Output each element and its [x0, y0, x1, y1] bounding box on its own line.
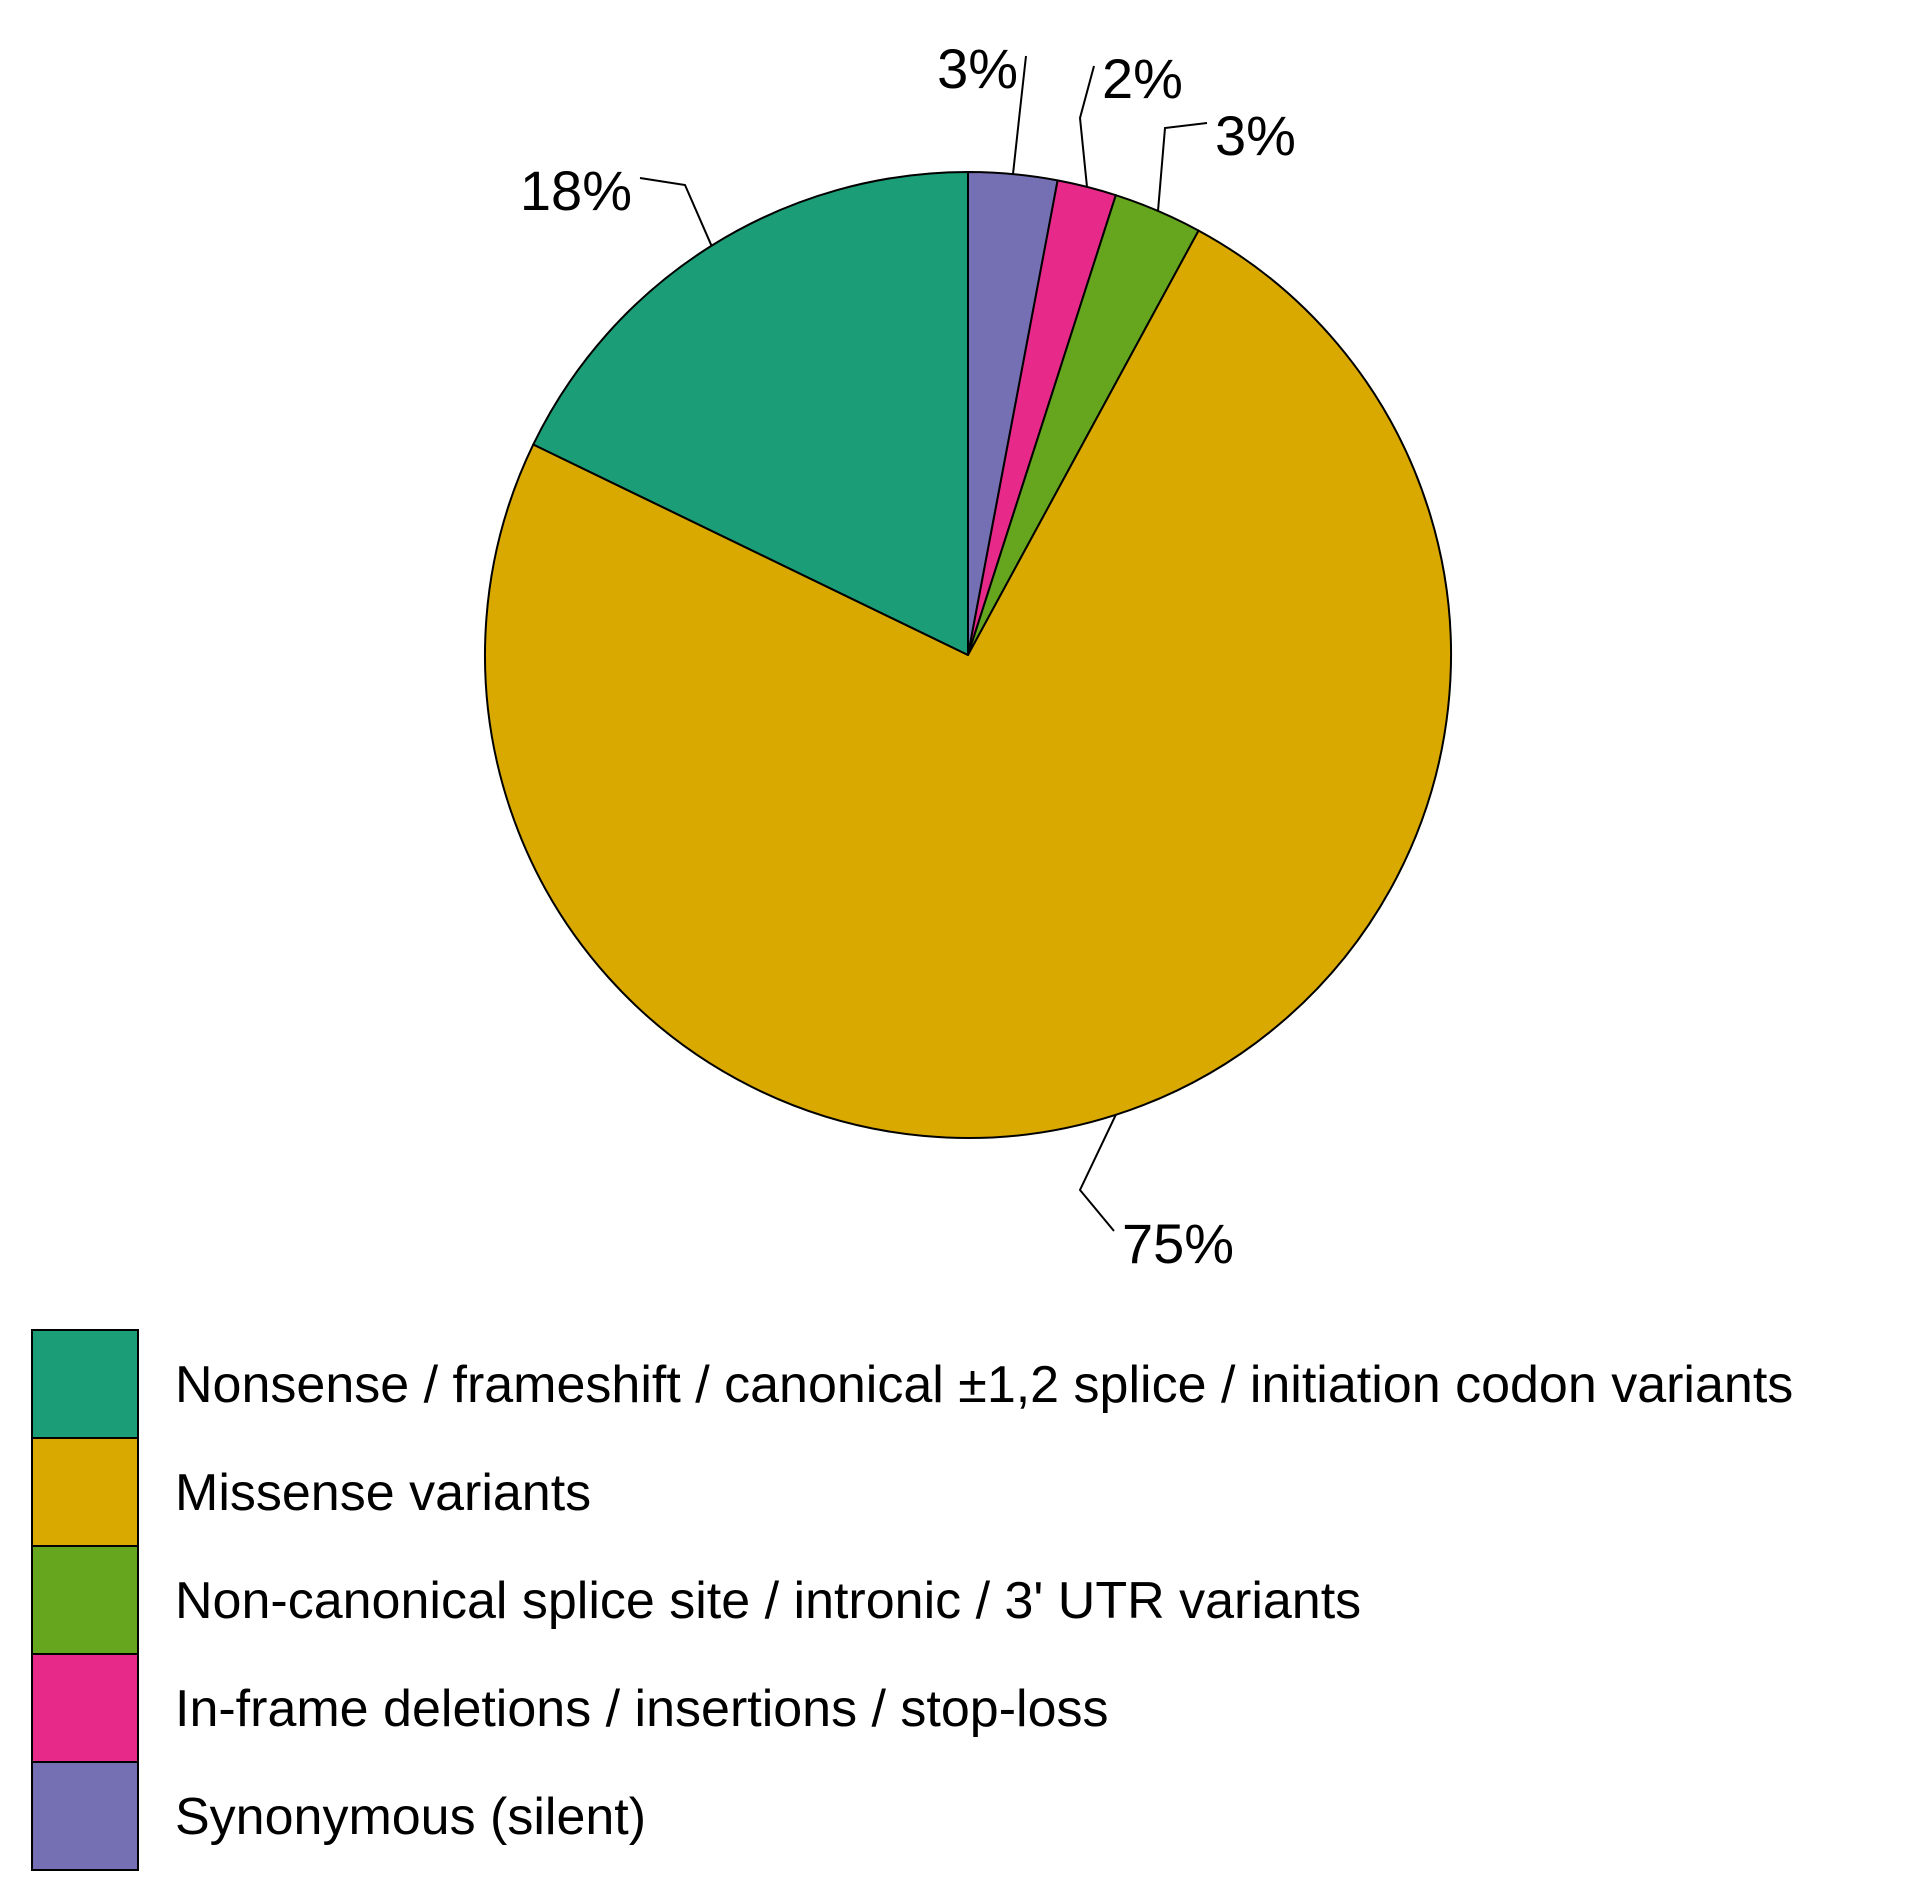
legend-swatch-non-canonical-splice-site-intronic-3-utr-variants	[31, 1545, 139, 1655]
slice-label-missense-variants: 75%	[1122, 1212, 1234, 1275]
legend-swatch-nonsense-frameshift-canonical-1-2-splice-initiation-codon-variants	[31, 1329, 139, 1439]
leader-line-nonsense-frameshift-canonical-1-2-splice-initiation-codon-variants	[639, 177, 713, 247]
legend: Nonsense / frameshift / canonical ±1,2 s…	[31, 1329, 1793, 1871]
leader-line-synonymous-silent	[1012, 55, 1027, 175]
pie-slice-nonsense-frameshift-canonical-1-2-splice-initiation-codon-variants	[532, 171, 969, 656]
slice-label-non-canonical-splice-site-intronic-3-utr-variants: 3%	[1215, 104, 1296, 167]
slice-label-nonsense-frameshift-canonical-1-2-splice-initiation-codon-variants: 18%	[520, 159, 632, 222]
slice-label-in-frame-deletions-insertions-stop-loss: 2%	[1102, 47, 1183, 110]
legend-label-missense-variants: Missense variants	[175, 1464, 591, 1522]
slice-labels: 3% 2% 3% 75% 18%	[520, 37, 1296, 1275]
leader-line-non-canonical-splice-site-intronic-3-utr-variants	[1157, 122, 1208, 212]
slice-label-synonymous-silent: 3%	[937, 37, 1018, 100]
legend-swatch-synonymous-silent	[31, 1761, 139, 1871]
legend-label-synonymous-silent: Synonymous (silent)	[175, 1788, 646, 1846]
leader-line-in-frame-deletions-insertions-stop-loss	[1078, 65, 1095, 188]
legend-label-non-canonical-splice-site-intronic-3-utr-variants: Non-canonical splice site / intronic / 3…	[175, 1572, 1361, 1630]
legend-swatch-in-frame-deletions-insertions-stop-loss	[31, 1653, 139, 1763]
legend-label-nonsense-frameshift-canonical-1-2-splice-initiation-codon-variants: Nonsense / frameshift / canonical ±1,2 s…	[175, 1356, 1793, 1414]
leader-lines	[639, 55, 1208, 1232]
pie-slices	[484, 171, 1452, 1139]
leader-line-missense-variants	[1078, 1114, 1117, 1232]
legend-swatch-missense-variants	[31, 1437, 139, 1547]
legend-label-in-frame-deletions-insertions-stop-loss: In-frame deletions / insertions / stop-l…	[175, 1680, 1109, 1738]
